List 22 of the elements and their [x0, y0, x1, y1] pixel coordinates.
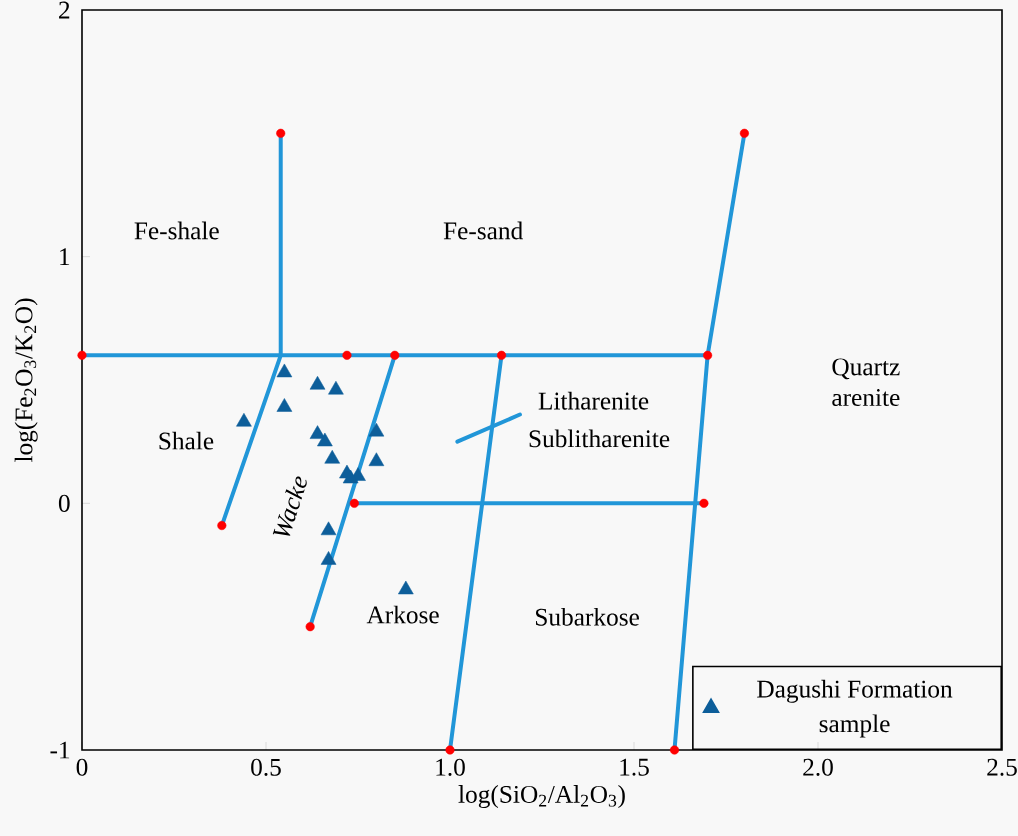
y-tick-label: 0	[58, 494, 70, 512]
annotation: Litharenite	[538, 391, 649, 410]
y-axis-title: log(Fe$_{2}$O$_{3}$/K$_{2}$O)	[14, 298, 38, 463]
x-tick-label: 0	[76, 758, 88, 776]
x-tick-label: 1.5	[620, 758, 649, 776]
x-tick-label: 2.5	[987, 758, 1017, 776]
x-tick-label: 0.5	[251, 758, 281, 776]
x-axis-title: log(SiO$_{2}$/Al$_{2}$O$_{3}$)	[458, 785, 625, 809]
annotation: Quartz arenite	[832, 358, 900, 407]
x-tick-label: 1.0	[436, 758, 465, 776]
y-tick-label: 1	[60, 248, 70, 266]
annotation: Fe-sand	[443, 221, 523, 240]
annotation: Shale	[159, 431, 214, 450]
annotation: Fe-shale	[134, 221, 219, 240]
legend-label: Dagushi Formation sample	[757, 679, 953, 738]
annotation: Arkose	[366, 605, 439, 624]
x-tick-label: 2.0	[803, 758, 833, 776]
y-tick-label: -1	[50, 741, 70, 759]
annotation: Subarkose	[536, 607, 639, 626]
annotation: Sublitharenite	[529, 429, 670, 448]
annotation: Wacke	[272, 476, 307, 536]
y-tick-label: 2	[59, 1, 70, 19]
